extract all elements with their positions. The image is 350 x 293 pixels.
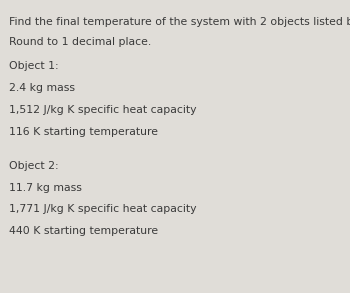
Text: Object 2:: Object 2: <box>9 161 58 171</box>
Text: 1,771 J/kg K specific heat capacity: 1,771 J/kg K specific heat capacity <box>9 205 196 214</box>
Text: 116 K starting temperature: 116 K starting temperature <box>9 127 158 137</box>
Text: 1,512 J/kg K specific heat capacity: 1,512 J/kg K specific heat capacity <box>9 105 196 115</box>
Text: Find the final temperature of the system with 2 objects listed below.: Find the final temperature of the system… <box>9 17 350 27</box>
Text: 2.4 kg mass: 2.4 kg mass <box>9 83 75 93</box>
Text: 440 K starting temperature: 440 K starting temperature <box>9 226 158 236</box>
Text: Object 1:: Object 1: <box>9 61 58 71</box>
Text: 11.7 kg mass: 11.7 kg mass <box>9 183 82 193</box>
Text: Round to 1 decimal place.: Round to 1 decimal place. <box>9 38 151 47</box>
